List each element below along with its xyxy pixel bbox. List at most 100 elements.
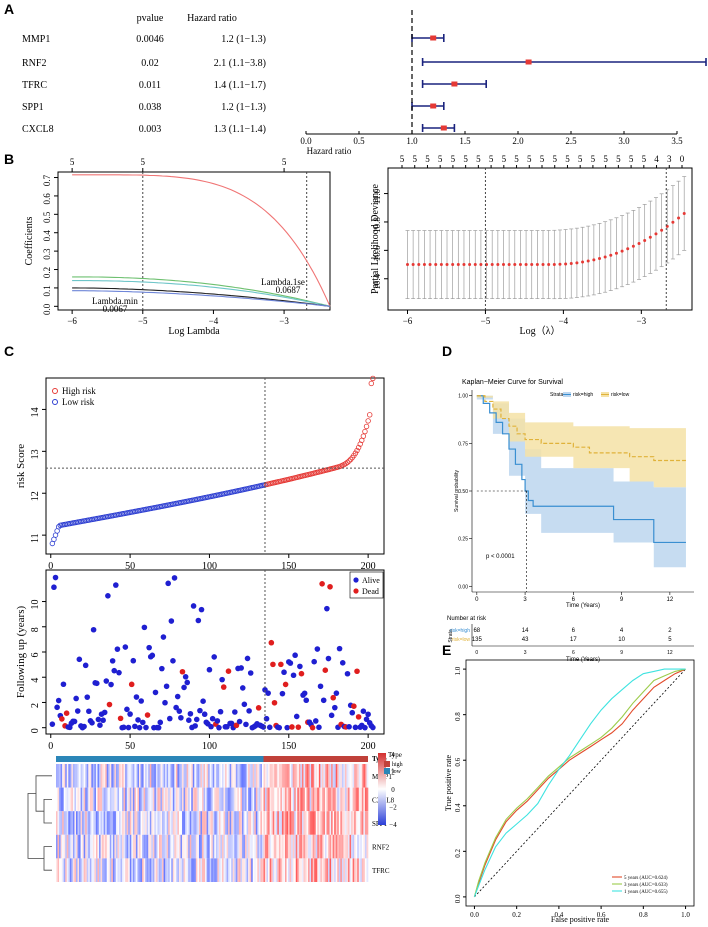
- heat-cell: [165, 811, 167, 835]
- dead-point: [278, 661, 284, 668]
- heat-cell: [183, 858, 186, 882]
- alive-point: [81, 723, 87, 730]
- heat-cell: [62, 858, 64, 882]
- risk-table-title: Number at risk: [447, 616, 487, 622]
- heat-cell: [111, 858, 114, 882]
- y-tick-label: 0.0: [42, 303, 52, 315]
- alive-point: [344, 670, 351, 677]
- plot-frame: [57, 171, 331, 311]
- heat-cell: [257, 787, 260, 812]
- alive-point: [190, 603, 197, 609]
- lambda-1se-value: 0.0687: [276, 285, 301, 295]
- heat-cell: [363, 764, 366, 788]
- heat-cell: [120, 811, 123, 835]
- roc-curve: [473, 668, 686, 898]
- heat-cell: [309, 811, 312, 835]
- heat-cell: [337, 787, 340, 812]
- heat-cell: [321, 834, 324, 859]
- heat-cell: [240, 764, 243, 788]
- heat-cell: [354, 858, 357, 882]
- heat-cell: [158, 811, 161, 835]
- heat-cell: [194, 787, 197, 812]
- heat-cell: [255, 858, 258, 882]
- alive-point: [127, 711, 133, 717]
- heat-cell: [245, 764, 247, 788]
- heat-cell: [128, 811, 131, 835]
- heat-cell: [228, 764, 230, 788]
- heat-cell: [321, 858, 324, 882]
- heat-cell: [128, 858, 131, 882]
- heat-cell: [82, 858, 84, 882]
- alive-point: [178, 714, 184, 721]
- heat-cell: [197, 764, 200, 788]
- risk-point: [55, 524, 62, 530]
- heat-cell: [349, 787, 352, 812]
- heat-cell: [148, 764, 151, 788]
- heat-cell: [171, 811, 174, 835]
- heat-cell: [91, 764, 94, 788]
- alive-point: [152, 689, 159, 696]
- heat-cell: [263, 787, 266, 812]
- panel-label-d: D: [442, 343, 452, 359]
- heat-cell: [338, 834, 341, 859]
- km-legend-label: risk=low: [611, 392, 630, 398]
- heat-cell: [364, 764, 367, 788]
- alive-point: [114, 646, 121, 652]
- heat-cell: [203, 764, 206, 788]
- heat-cell: [217, 787, 220, 812]
- heat-cell: [360, 811, 363, 835]
- heat-cell: [109, 811, 112, 835]
- heat-cell: [243, 858, 246, 882]
- heat-cell: [257, 858, 260, 882]
- heat-cell: [91, 787, 94, 812]
- heat-cell: [323, 858, 326, 882]
- heat-cell: [92, 834, 95, 859]
- heat-cell: [335, 787, 338, 812]
- alive-point: [174, 693, 181, 700]
- heat-cell: [86, 834, 89, 859]
- top-tick-label: 5: [642, 154, 647, 164]
- heat-cell: [157, 811, 160, 835]
- y-tick-label: 0.5: [42, 211, 52, 223]
- alive-point: [173, 704, 179, 711]
- heat-cell: [340, 764, 343, 788]
- heat-cell: [211, 764, 214, 788]
- dead-point: [106, 701, 113, 708]
- alive-point: [93, 680, 100, 687]
- heat-cell: [59, 834, 61, 859]
- heat-cell: [254, 787, 257, 812]
- heat-cell: [251, 764, 254, 788]
- heat-cell: [211, 787, 214, 812]
- heat-cell: [312, 858, 315, 882]
- deviance-point: [513, 263, 517, 267]
- heat-cell: [363, 858, 366, 882]
- heat-cell: [85, 787, 88, 812]
- heat-cell: [172, 858, 175, 882]
- y-tick-label: 6: [30, 653, 41, 658]
- deviance-point: [552, 262, 556, 266]
- x-tick-label: 0.6: [597, 911, 606, 919]
- risk-table-x-tick: 6: [572, 650, 575, 656]
- alive-point: [239, 685, 246, 691]
- dead-point: [298, 670, 305, 677]
- y-tick-label: 12: [30, 491, 41, 501]
- alive-point: [90, 626, 97, 633]
- heat-cell: [332, 834, 335, 859]
- heat-cell: [175, 811, 178, 835]
- heat-cell: [355, 834, 358, 859]
- heat-cell: [220, 811, 223, 835]
- heat-cell: [225, 858, 227, 882]
- heat-cell: [94, 764, 97, 788]
- dead-point: [289, 724, 295, 730]
- heat-cell: [160, 787, 163, 812]
- heat-cell: [202, 834, 204, 859]
- heat-cell: [123, 858, 126, 882]
- heat-cell: [160, 764, 163, 788]
- deviance-point: [496, 263, 500, 267]
- heat-cell: [278, 811, 281, 835]
- heat-cell: [245, 811, 247, 835]
- heat-cell: [85, 764, 88, 788]
- heat-cell: [209, 764, 212, 788]
- heat-cell: [105, 811, 108, 835]
